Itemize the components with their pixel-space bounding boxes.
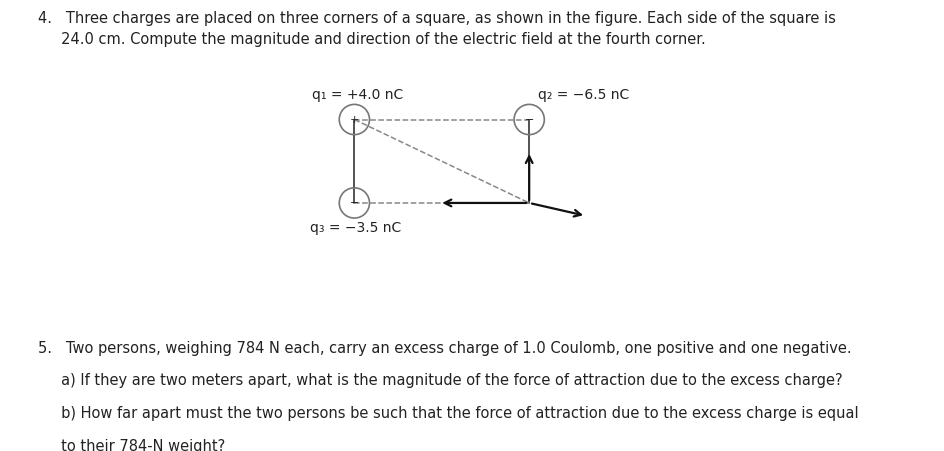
Text: +: + — [349, 115, 359, 124]
Text: 4.   Three charges are placed on three corners of a square, as shown in the figu: 4. Three charges are placed on three cor… — [38, 11, 834, 26]
Text: to their 784-N weight?: to their 784-N weight? — [38, 439, 225, 451]
Text: 24.0 cm. Compute the magnitude and direction of the electric field at the fourth: 24.0 cm. Compute the magnitude and direc… — [38, 32, 705, 46]
Text: b) How far apart must the two persons be such that the force of attraction due t: b) How far apart must the two persons be… — [38, 406, 857, 421]
Text: 5.   Two persons, weighing 784 N each, carry an excess charge of 1.0 Coulomb, on: 5. Two persons, weighing 784 N each, car… — [38, 341, 851, 355]
Text: a) If they are two meters apart, what is the magnitude of the force of attractio: a) If they are two meters apart, what is… — [38, 373, 841, 388]
Text: q₂ = −6.5 nC: q₂ = −6.5 nC — [538, 88, 629, 102]
Text: q₁ = +4.0 nC: q₁ = +4.0 nC — [312, 88, 402, 102]
Text: q₃ = −3.5 nC: q₃ = −3.5 nC — [310, 221, 400, 235]
Text: −: − — [349, 198, 359, 208]
Text: −: − — [524, 115, 533, 124]
